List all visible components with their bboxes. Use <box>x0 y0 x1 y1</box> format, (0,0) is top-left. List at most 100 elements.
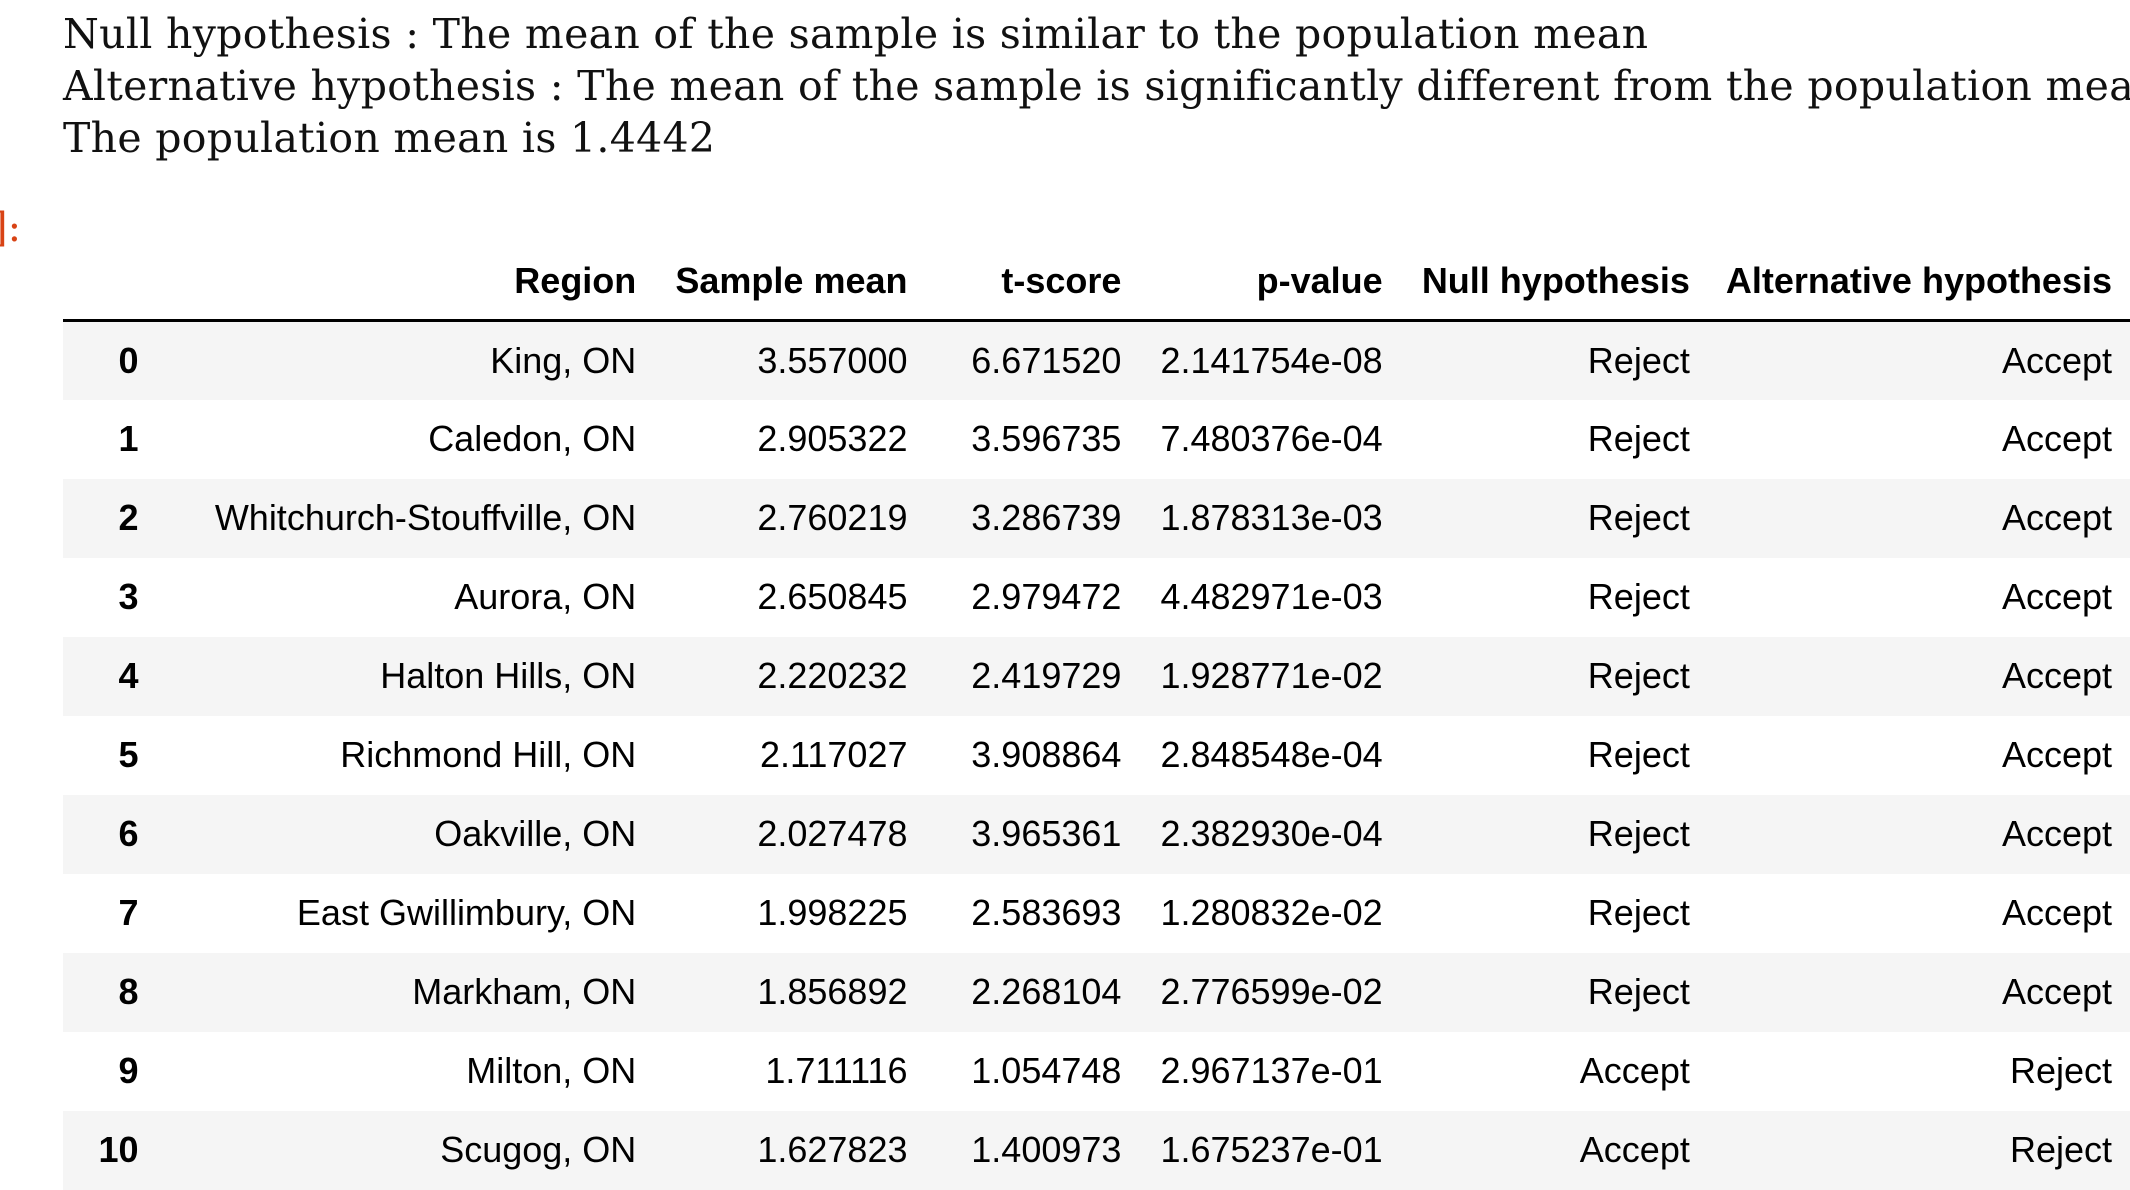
dataframe-table: Region Sample mean t-score p-value Null … <box>63 243 2130 1190</box>
p-value-cell: 4.482971e-03 <box>1160 576 1383 617</box>
row-index: 3 <box>118 576 139 617</box>
sample-mean-cell: 2.117027 <box>760 734 908 775</box>
header-p-value: p-value <box>1139 243 1401 322</box>
sample-mean-cell: 2.220232 <box>757 655 908 696</box>
table-row: 1 Caledon, ON 2.905322 3.596735 7.480376… <box>63 400 2130 479</box>
region-cell: Oakville, ON <box>434 813 637 854</box>
t-score-cell: 2.583693 <box>971 892 1122 933</box>
row-index: 2 <box>118 497 139 538</box>
header-region: Region <box>156 243 655 322</box>
table-row: 10 Scugog, ON 1.627823 1.400973 1.675237… <box>63 1110 2130 1190</box>
null-hypothesis-cell: Accept <box>1579 1129 1690 1170</box>
header-sample-mean: Sample mean <box>654 243 926 322</box>
t-score-cell: 2.419729 <box>971 655 1122 696</box>
sample-mean-cell: 1.627823 <box>757 1129 908 1170</box>
null-hypothesis-cell: Reject <box>1587 576 1690 617</box>
null-hypothesis-line: Null hypothesis : The mean of the sample… <box>63 10 1649 58</box>
t-score-cell: 3.596735 <box>971 418 1122 459</box>
region-cell: King, ON <box>490 339 637 381</box>
alternative-hypothesis-cell: Accept <box>2001 576 2112 617</box>
table-row: 2 Whitchurch-Stouffville, ON 2.760219 3.… <box>63 478 2130 558</box>
null-hypothesis-cell: Reject <box>1587 971 1690 1012</box>
alternative-hypothesis-cell: Reject <box>2009 1050 2112 1091</box>
row-index: 1 <box>118 418 139 459</box>
row-index: 7 <box>118 892 139 933</box>
region-cell: Markham, ON <box>412 971 637 1012</box>
table-row: 5 Richmond Hill, ON 2.117027 3.908864 2.… <box>63 716 2130 795</box>
null-hypothesis-cell: Reject <box>1587 813 1690 854</box>
t-score-cell: 3.908864 <box>971 734 1122 775</box>
alternative-hypothesis-cell: Accept <box>2001 971 2112 1012</box>
t-score-cell: 2.268104 <box>971 971 1122 1012</box>
population-mean-line: The population mean is 1.4442 <box>63 114 716 162</box>
p-value-cell: 2.776599e-02 <box>1160 971 1383 1012</box>
output-prompt: ]: <box>0 205 22 251</box>
table-row: 0 King, ON 3.557000 6.671520 2.141754e-0… <box>63 320 2130 400</box>
table-row: 9 Milton, ON 1.711116 1.054748 2.967137e… <box>63 1032 2130 1111</box>
row-index: 10 <box>98 1129 139 1170</box>
null-hypothesis-cell: Reject <box>1587 892 1690 933</box>
t-score-cell: 3.286739 <box>971 497 1122 538</box>
alternative-hypothesis-cell: Reject <box>2009 1129 2112 1170</box>
row-index: 9 <box>118 1050 139 1091</box>
region-cell: Milton, ON <box>466 1050 637 1091</box>
null-hypothesis-cell: Reject <box>1587 339 1690 381</box>
region-cell: Caledon, ON <box>428 418 637 459</box>
p-value-cell: 1.280832e-02 <box>1160 892 1383 933</box>
header-row: Region Sample mean t-score p-value Null … <box>63 243 2130 322</box>
alternative-hypothesis-cell: Accept <box>2001 497 2112 538</box>
null-hypothesis-cell: Reject <box>1587 497 1690 538</box>
region-cell: Halton Hills, ON <box>380 655 637 696</box>
p-value-cell: 7.480376e-04 <box>1160 418 1383 459</box>
alternative-hypothesis-cell: Accept <box>2001 813 2112 854</box>
p-value-cell: 1.878313e-03 <box>1160 497 1383 538</box>
region-cell: Whitchurch-Stouffville, ON <box>214 497 637 538</box>
header-alternative-hypothesis: Alternative hypothesis <box>1707 243 2130 322</box>
table-row: 3 Aurora, ON 2.650845 2.979472 4.482971e… <box>63 558 2130 637</box>
t-score-cell: 3.965361 <box>971 813 1122 854</box>
sample-mean-cell: 3.557000 <box>757 339 908 381</box>
region-cell: East Gwillimbury, ON <box>296 892 637 933</box>
table-body: 0 King, ON 3.557000 6.671520 2.141754e-0… <box>63 320 2130 1190</box>
p-value-cell: 2.382930e-04 <box>1160 813 1383 854</box>
p-value-cell: 2.141754e-08 <box>1160 339 1383 381</box>
p-value-cell: 2.967137e-01 <box>1160 1050 1383 1091</box>
row-index: 4 <box>118 655 139 696</box>
null-hypothesis-cell: Reject <box>1587 734 1690 775</box>
sample-mean-cell: 1.711116 <box>765 1050 908 1091</box>
alternative-hypothesis-line: Alternative hypothesis : The mean of the… <box>63 62 2130 110</box>
alternative-hypothesis-cell: Accept <box>2001 734 2112 775</box>
p-value-cell: 2.848548e-04 <box>1160 734 1383 775</box>
alternative-hypothesis-cell: Accept <box>2001 655 2112 696</box>
header-index <box>63 243 157 322</box>
header-t-score: t-score <box>925 243 1140 322</box>
table-row: 7 East Gwillimbury, ON 1.998225 2.583693… <box>63 874 2130 953</box>
header-null-hypothesis: Null hypothesis <box>1400 243 1708 322</box>
output-text: Null hypothesis : The mean of the sample… <box>63 8 2130 164</box>
row-index: 6 <box>118 813 139 854</box>
region-cell: Richmond Hill, ON <box>340 734 637 775</box>
null-hypothesis-cell: Accept <box>1579 1050 1690 1091</box>
row-index: 8 <box>118 971 139 1012</box>
row-index: 0 <box>118 339 139 381</box>
region-cell: Scugog, ON <box>440 1129 637 1170</box>
t-score-cell: 6.671520 <box>971 339 1122 381</box>
table-header: Region Sample mean t-score p-value Null … <box>63 243 2130 322</box>
alternative-hypothesis-cell: Accept <box>2001 418 2112 459</box>
table-row: 8 Markham, ON 1.856892 2.268104 2.776599… <box>63 952 2130 1032</box>
sample-mean-cell: 2.760219 <box>757 497 908 538</box>
region-cell: Aurora, ON <box>454 576 637 617</box>
alternative-hypothesis-cell: Accept <box>2001 892 2112 933</box>
p-value-cell: 1.928771e-02 <box>1160 655 1383 696</box>
alternative-hypothesis-cell: Accept <box>2001 339 2112 381</box>
sample-mean-cell: 1.998225 <box>757 892 908 933</box>
sample-mean-cell: 2.650845 <box>757 576 908 617</box>
sample-mean-cell: 2.905322 <box>757 418 908 459</box>
t-score-cell: 1.054748 <box>971 1050 1122 1091</box>
row-index: 5 <box>118 734 139 775</box>
p-value-cell: 1.675237e-01 <box>1160 1129 1383 1170</box>
null-hypothesis-cell: Reject <box>1587 418 1690 459</box>
t-score-cell: 2.979472 <box>971 576 1122 617</box>
t-score-cell: 1.400973 <box>971 1129 1122 1170</box>
null-hypothesis-cell: Reject <box>1587 655 1690 696</box>
